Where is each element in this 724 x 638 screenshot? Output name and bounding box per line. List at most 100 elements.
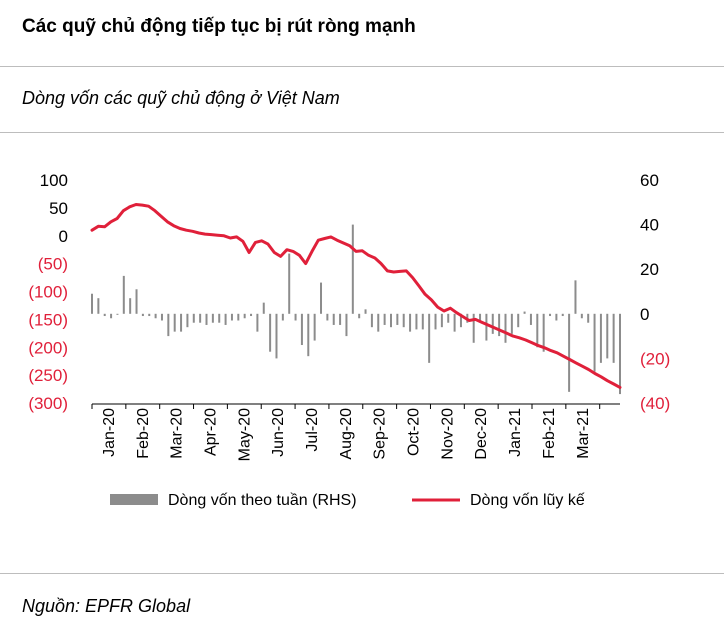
- weekly-flow-bar: [211, 313, 214, 323]
- weekly-flow-bar: [97, 298, 100, 314]
- x-tick-label: Oct-20: [406, 408, 423, 456]
- weekly-flow-bar: [237, 313, 240, 321]
- weekly-flow-bar: [167, 313, 170, 337]
- left-axis-tick-labels: 100 50 0 (50) (100) (150) (200) (250) (300): [28, 171, 68, 413]
- weekly-flow-bar: [529, 313, 532, 325]
- weekly-flow-bar: [402, 313, 405, 328]
- footer-divider: [0, 573, 724, 574]
- weekly-flow-bar: [275, 313, 278, 359]
- weekly-flow-bar: [339, 313, 342, 325]
- weekly-flow-bar: [434, 313, 437, 330]
- weekly-flow-bar: [364, 309, 367, 314]
- weekly-flow-bar: [580, 313, 583, 319]
- cumulative-flow-line: [90, 203, 622, 389]
- x-tick-label: Mar-20: [169, 408, 186, 459]
- weekly-flow-bar: [377, 313, 380, 332]
- right-tick-label: (40): [640, 394, 670, 413]
- title-divider: [0, 66, 724, 67]
- weekly-flow-bar: [129, 298, 132, 314]
- x-tick-label: Jun-20: [270, 408, 287, 457]
- weekly-flow-bar: [262, 302, 265, 314]
- weekly-flow-bar: [250, 313, 253, 317]
- weekly-flow-bar: [110, 313, 113, 319]
- weekly-flow-bar: [116, 313, 119, 315]
- weekly-flow-bar: [160, 313, 163, 321]
- weekly-flow-bar: [389, 313, 392, 328]
- weekly-flow-bar: [428, 313, 431, 363]
- weekly-flow-bar: [269, 313, 272, 352]
- weekly-flow-bar: [517, 313, 520, 328]
- chart-svg: 100 50 0 (50) (100) (150) (200) (250) (300) 60 40…: [28, 171, 670, 509]
- weekly-flow-bar: [141, 313, 144, 317]
- weekly-flow-bar: [180, 313, 183, 332]
- right-axis-tick-labels: 60 40 20 0 (20) (40): [640, 171, 670, 413]
- left-tick-label: (200): [28, 338, 68, 357]
- legend-bar-label: Dòng vốn theo tuần (RHS): [168, 492, 357, 509]
- weekly-flow-bar: [415, 313, 418, 330]
- weekly-flow-bar: [135, 289, 138, 314]
- left-tick-label: (50): [38, 255, 68, 274]
- source-note: Nguồn: EPFR Global: [22, 596, 191, 616]
- left-tick-label: 100: [40, 171, 68, 190]
- weekly-flow-bar: [383, 313, 386, 325]
- left-tick-label: (300): [28, 394, 68, 413]
- x-tick-label: Dec-20: [473, 408, 490, 460]
- weekly-flow-bar: [351, 224, 354, 314]
- weekly-flow-bar: [440, 313, 443, 328]
- x-tick-label: Apr-20: [202, 408, 219, 456]
- weekly-flow-bar: [205, 313, 208, 325]
- x-tick-label: May-20: [236, 408, 253, 461]
- weekly-flow-bar: [555, 313, 558, 321]
- weekly-flow-bar: [224, 313, 227, 325]
- weekly-flow-bar: [491, 313, 494, 334]
- weekly-flow-bar: [199, 313, 202, 323]
- x-tick-label: Feb-20: [135, 408, 152, 459]
- weekly-flow-bar: [536, 313, 539, 348]
- x-axis-tick-labels: Jan-20 Feb-20 Mar-20 Apr-20 May-20 Jun-20 Jul-…: [101, 408, 592, 461]
- left-tick-label: (250): [28, 366, 68, 385]
- legend: Dòng vốn theo tuần (RHS) Dòng vốn lũy kế: [110, 492, 585, 509]
- left-tick-label: 50: [49, 199, 68, 218]
- x-tick-label: Jan-21: [507, 408, 524, 457]
- weekly-flow-bar: [510, 313, 513, 334]
- weekly-flow-bar: [409, 313, 412, 332]
- legend-bar-swatch: [110, 494, 158, 505]
- weekly-flow-bar: [472, 313, 475, 343]
- x-tick-label: Jul-20: [304, 408, 321, 452]
- weekly-flow-bar: [243, 313, 246, 319]
- weekly-flow-bar: [281, 313, 284, 321]
- weekly-flow-bar: [332, 313, 335, 325]
- weekly-flow-bar: [619, 313, 621, 395]
- legend-line-label: Dòng vốn lũy kế: [470, 492, 585, 509]
- right-tick-label: 0: [640, 305, 649, 324]
- weekly-flow-bar: [186, 313, 189, 328]
- weekly-flow-bar: [192, 313, 195, 323]
- x-tick-label: Mar-21: [575, 408, 592, 459]
- weekly-flow-bar: [587, 313, 590, 323]
- x-tick-label: Sep-20: [372, 408, 389, 460]
- weekly-flow-bar: [313, 313, 316, 341]
- weekly-flow-bar: [485, 313, 488, 341]
- weekly-flow-bar: [504, 313, 507, 343]
- weekly-flow-bar: [498, 313, 501, 337]
- weekly-flow-bar: [459, 313, 462, 328]
- weekly-flow-bar: [307, 313, 310, 357]
- x-tick-label: Aug-20: [338, 408, 355, 460]
- weekly-flow-bar: [230, 313, 233, 321]
- weekly-flow-bar: [568, 313, 571, 392]
- weekly-flow-bar: [523, 311, 526, 314]
- weekly-flow-bar: [593, 313, 596, 372]
- weekly-flow-bar: [358, 313, 361, 319]
- weekly-flow-bar: [421, 313, 424, 330]
- weekly-flow-bar: [479, 313, 482, 321]
- weekly-flow-bar: [453, 313, 456, 332]
- left-tick-label: (100): [28, 283, 68, 302]
- weekly-flow-bar: [320, 282, 323, 314]
- left-tick-label: (150): [28, 310, 68, 329]
- weekly-flow-bar: [91, 293, 93, 314]
- weekly-flow-bar: [606, 313, 609, 359]
- weekly-flow-bar: [561, 313, 564, 317]
- weekly-flow-bar: [103, 313, 106, 317]
- x-tick-label: Feb-21: [541, 408, 558, 459]
- chart-title: Các quỹ chủ động tiếp tục bị rút ròng mạ…: [22, 16, 416, 37]
